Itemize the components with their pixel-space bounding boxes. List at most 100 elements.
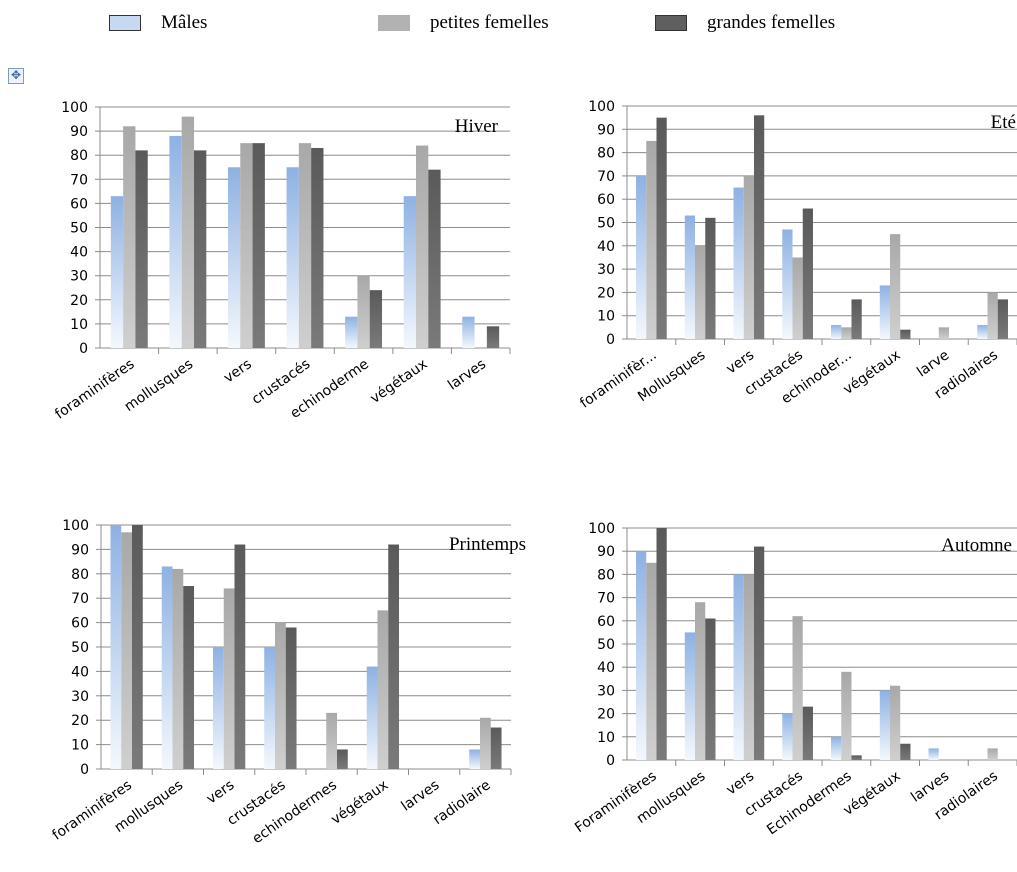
y-tick-label: 90 — [597, 544, 615, 560]
bar-males-crustaces — [782, 713, 793, 760]
legend-label-males: Mâles — [161, 12, 208, 33]
bar-petites-femelles-mollusques — [172, 568, 184, 769]
bar-petites-femelles-mollusques — [181, 116, 195, 348]
bar-males-foraminifer — [636, 175, 647, 339]
legend-label-petites-femelles: petites femelles — [430, 12, 549, 33]
y-tick-label: 70 — [597, 169, 615, 185]
bar-males-mollusques — [684, 215, 696, 339]
bar-petites-femelles-vegetaux — [890, 234, 901, 339]
chart-title: Printemps — [449, 534, 526, 555]
bar-petites-femelles-foraminiferes — [646, 562, 657, 760]
y-tick-label: 20 — [597, 707, 615, 723]
bar-grandes-femelles-vers — [234, 544, 246, 769]
bar-grandes-femelles-mollusques — [705, 217, 716, 339]
bar-petites-femelles-mollusques — [695, 245, 706, 339]
move-handle-icon[interactable]: ✥ — [8, 68, 24, 84]
bar-grandes-femelles-echinodermes — [851, 755, 862, 760]
x-tick-label-vers: vers — [221, 356, 255, 386]
chart-hiver: 0102030405060708090100foraminifèresmollu… — [52, 100, 511, 423]
x-tick-label-larves: larves — [398, 777, 442, 814]
bar-grandes-femelles-vegetaux — [900, 329, 911, 339]
bar-petites-femelles-vegetaux — [377, 610, 389, 769]
y-tick-label: 50 — [71, 640, 89, 656]
bar-petites-femelles-vers — [240, 143, 253, 348]
y-tick-label: 50 — [597, 216, 615, 232]
bar-grandes-femelles-crustaces — [802, 706, 813, 760]
bar-petites-femelles-echinoder — [841, 327, 852, 339]
y-tick-label: 0 — [606, 332, 615, 348]
y-tick-label: 10 — [71, 738, 89, 754]
y-tick-label: 10 — [597, 730, 615, 746]
bar-grandes-femelles-foraminiferes — [656, 528, 667, 760]
bar-grandes-femelles-larves — [486, 326, 500, 348]
bar-petites-femelles-vegetaux — [415, 145, 429, 348]
bar-males-mollusques — [684, 632, 696, 760]
bar-grandes-femelles-vegetaux — [428, 169, 441, 348]
bar-males-mollusques — [169, 135, 182, 348]
bar-males-larves — [462, 316, 475, 348]
y-tick-label: 70 — [70, 172, 88, 188]
y-tick-label: 90 — [597, 122, 615, 138]
bar-males-foraminiferes — [110, 525, 122, 769]
bar-petites-femelles-vers — [743, 175, 754, 339]
y-tick-label: 60 — [71, 616, 89, 632]
y-tick-label: 100 — [588, 99, 615, 115]
y-tick-label: 30 — [597, 262, 615, 278]
x-tick-label-foraminiferes: Foraminifères — [572, 768, 660, 836]
y-tick-label: 20 — [597, 285, 615, 301]
legend-item-grandes-femelles: grandes femelles — [655, 12, 835, 34]
bar-petites-femelles-vegetaux — [890, 685, 901, 760]
y-tick-label: 30 — [71, 689, 89, 705]
bar-grandes-femelles-radiolaires — [997, 299, 1008, 339]
bar-petites-femelles-foraminifer — [646, 140, 657, 339]
bar-males-crustaces — [782, 229, 793, 339]
bar-males-vers — [227, 167, 241, 348]
y-tick-label: 50 — [597, 637, 615, 653]
bar-males-vegetaux — [879, 690, 891, 760]
bar-males-vers — [733, 574, 744, 760]
bar-petites-femelles-echinoderme — [357, 275, 370, 348]
chart-ete: 0102030405060708090100foraminifèr...Moll… — [577, 99, 1017, 412]
bar-petites-femelles-echinodermes — [841, 671, 852, 760]
bar-males-vers — [212, 647, 224, 769]
y-tick-label: 40 — [597, 239, 615, 255]
bar-males-foraminiferes — [636, 551, 647, 760]
bar-grandes-femelles-echinoderme — [369, 290, 383, 348]
bar-petites-femelles-radiolaires — [987, 748, 998, 760]
bar-males-vegetaux — [403, 196, 416, 348]
y-tick-label: 30 — [70, 269, 88, 285]
bar-males-mollusques — [161, 566, 173, 769]
x-tick-label-radiolaire: radiolaire — [430, 777, 493, 828]
y-tick-label: 80 — [70, 148, 88, 164]
bar-males-vegetaux — [366, 666, 378, 769]
bar-grandes-femelles-crustaces — [311, 147, 324, 348]
y-tick-label: 40 — [70, 245, 88, 261]
x-tick-label-foraminiferes: foraminifères — [52, 356, 137, 422]
bar-grandes-femelles-echinoder — [851, 299, 862, 339]
chart-printemps: 0102030405060708090100foraminifèresmollu… — [50, 518, 526, 847]
y-tick-label: 80 — [597, 146, 615, 162]
bar-males-radiolaire — [469, 749, 480, 769]
legend-swatch-males — [109, 15, 141, 31]
bar-grandes-femelles-foraminiferes — [132, 525, 143, 769]
y-tick-label: 60 — [597, 614, 615, 630]
chart-title: Hiver — [455, 116, 499, 137]
bar-grandes-femelles-radiolaire — [490, 727, 502, 769]
y-tick-label: 70 — [71, 591, 89, 607]
bar-males-crustaces — [264, 647, 275, 769]
y-tick-label: 60 — [597, 192, 615, 208]
bar-petites-femelles-crustaces — [792, 257, 803, 339]
bar-grandes-femelles-crustaces — [285, 627, 297, 769]
chart-title: Eté — [991, 112, 1016, 133]
y-tick-label: 0 — [80, 762, 89, 778]
y-tick-label: 20 — [70, 293, 88, 309]
bar-petites-femelles-crustaces — [792, 616, 803, 760]
x-tick-label-vegetaux: végétaux — [328, 777, 391, 828]
bar-petites-femelles-vers — [223, 588, 235, 769]
y-tick-label: 100 — [61, 100, 88, 116]
bar-grandes-femelles-vers — [753, 546, 765, 760]
bar-grandes-femelles-mollusques — [705, 618, 716, 760]
bar-grandes-femelles-vers — [753, 115, 765, 339]
y-tick-label: 100 — [588, 521, 615, 537]
bar-males-vers — [733, 187, 744, 339]
